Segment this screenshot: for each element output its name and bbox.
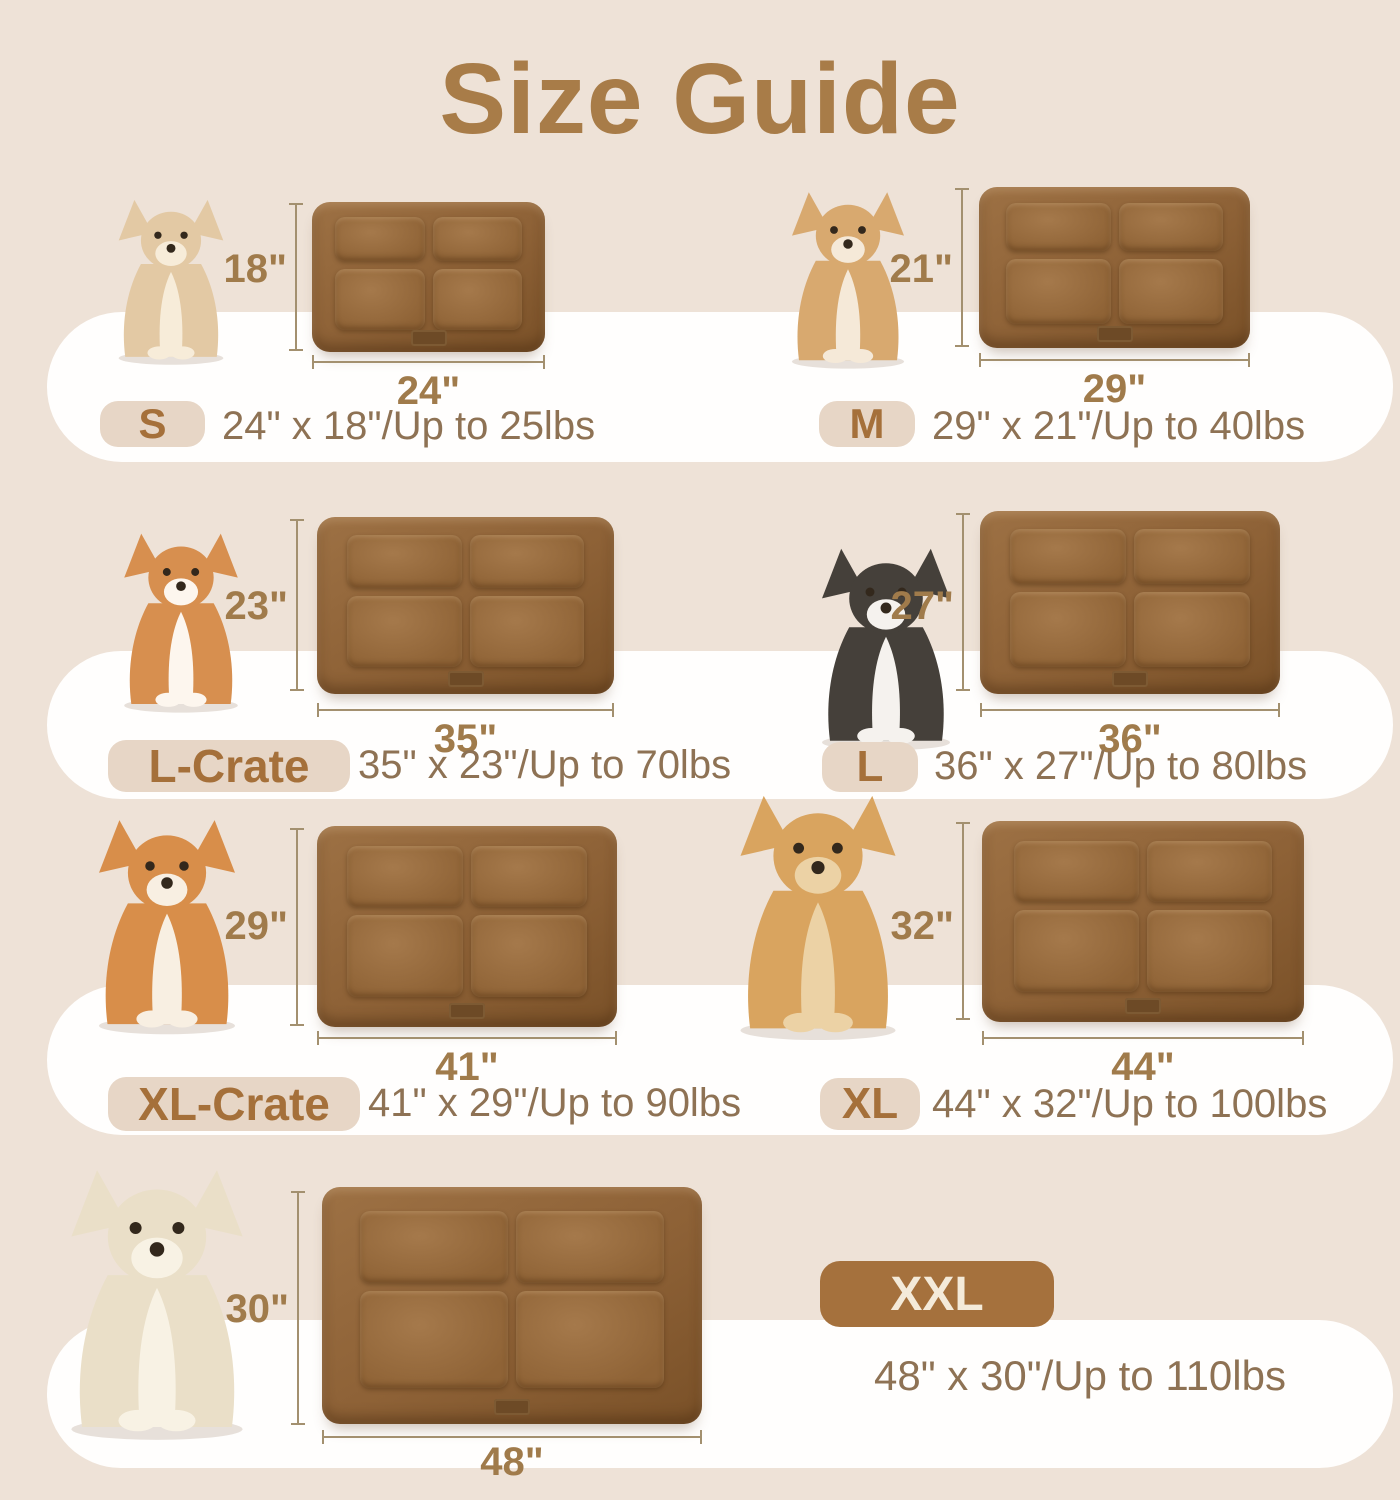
mat-width-label: 29" (1082, 367, 1147, 411)
dog-illustration (99, 820, 235, 1035)
mat-height-label: 18" (223, 247, 287, 291)
height-measure-arrow (290, 828, 304, 1026)
mat-width-label: 48" (480, 1440, 544, 1484)
size-badge-l: L (822, 742, 918, 792)
crate-mat-photo (317, 826, 617, 1027)
width-measure-arrow (322, 1430, 702, 1444)
size-badge-xl: XL (820, 1078, 920, 1130)
dog-illustration (822, 548, 950, 751)
crate-mat-photo (980, 511, 1280, 694)
mat-quilt-pattern (347, 846, 587, 997)
size-dimensions-text: 48" x 30"/Up to 110lbs (874, 1352, 1286, 1399)
width-measure-arrow (980, 703, 1280, 717)
brand-tag (447, 670, 484, 687)
dog-illustration (71, 1170, 243, 1440)
height-measure-arrow (955, 188, 969, 347)
crate-mat-photo (979, 187, 1250, 348)
mat-quilt-pattern (360, 1210, 664, 1389)
mat-height-label: 21" (889, 247, 953, 291)
dog-photo-corgi (110, 486, 252, 714)
height-measure-arrow (289, 203, 303, 351)
size-dimensions-text: 24" x 18"/Up to 25lbs (222, 404, 596, 448)
dog-photo-chihuahua (96, 196, 246, 366)
height-measure-arrow (290, 519, 304, 691)
height-measure-arrow (291, 1191, 305, 1425)
mat-width-label: 24" (396, 369, 461, 413)
dog-photo-havanese-puppy (778, 160, 918, 370)
brand-tag (1096, 325, 1133, 342)
brand-tag (1112, 670, 1148, 687)
size-badge-l-crate: L-Crate (108, 740, 350, 792)
mat-quilt-pattern (346, 534, 585, 668)
size-dimensions-text: 44" x 32"/Up to 100lbs (932, 1082, 1328, 1126)
mat-height-label: 23" (224, 584, 288, 628)
crate-mat-photo (322, 1187, 702, 1424)
mat-width-label: 36" (1098, 717, 1162, 761)
dog-photo-white-retriever (50, 1146, 264, 1442)
size-badge-s: S (100, 400, 205, 447)
dog-illustration (740, 795, 896, 1041)
crate-mat-photo (317, 517, 614, 694)
crate-mat-photo (982, 821, 1304, 1022)
mat-width-label: 35" (433, 717, 498, 761)
mat-quilt-pattern (335, 217, 522, 330)
dog-illustration (118, 199, 224, 365)
dog-photo-border-collie (806, 492, 966, 752)
mat-height-label: 30" (225, 1287, 289, 1331)
width-measure-arrow (317, 703, 614, 717)
dog-illustration (792, 192, 904, 369)
size-badge-m: M (819, 400, 915, 447)
size-badge-xl-crate: XL-Crate (108, 1077, 360, 1131)
mat-height-label: 32" (890, 904, 954, 948)
brand-tag (494, 1398, 530, 1415)
size-dimensions-text: 29" x 21"/Up to 40lbs (932, 404, 1306, 448)
dog-illustration (124, 533, 238, 713)
height-measure-arrow (956, 513, 970, 691)
brand-tag (410, 330, 447, 346)
width-measure-arrow (979, 353, 1250, 367)
mat-quilt-pattern (1014, 841, 1272, 992)
mat-height-label: 27" (890, 584, 954, 628)
width-measure-arrow (312, 355, 545, 369)
width-measure-arrow (982, 1031, 1304, 1045)
size-dimensions-text: 36" x 27"/Up to 80lbs (934, 744, 1308, 788)
crate-mat-photo (312, 202, 545, 352)
size-badge-xxl: XXL (820, 1261, 1054, 1327)
dog-photo-golden-retriever (716, 790, 920, 1042)
mat-width-label: 41" (435, 1045, 499, 1089)
brand-tag (1125, 997, 1161, 1014)
mat-height-label: 29" (224, 904, 288, 948)
mat-quilt-pattern (1010, 529, 1250, 667)
mat-quilt-pattern (1006, 203, 1223, 324)
dog-photo-shiba-inu (82, 790, 252, 1036)
size-dimensions-text: 41" x 29"/Up to 90lbs (368, 1081, 742, 1125)
row-band (47, 1320, 1393, 1468)
size-dimensions-text: 35" x 23"/Up to 70lbs (358, 743, 732, 787)
brand-tag (449, 1002, 485, 1019)
page-title: Size Guide (439, 43, 961, 155)
mat-width-label: 44" (1111, 1045, 1175, 1089)
height-measure-arrow (956, 822, 970, 1020)
width-measure-arrow (317, 1031, 617, 1045)
